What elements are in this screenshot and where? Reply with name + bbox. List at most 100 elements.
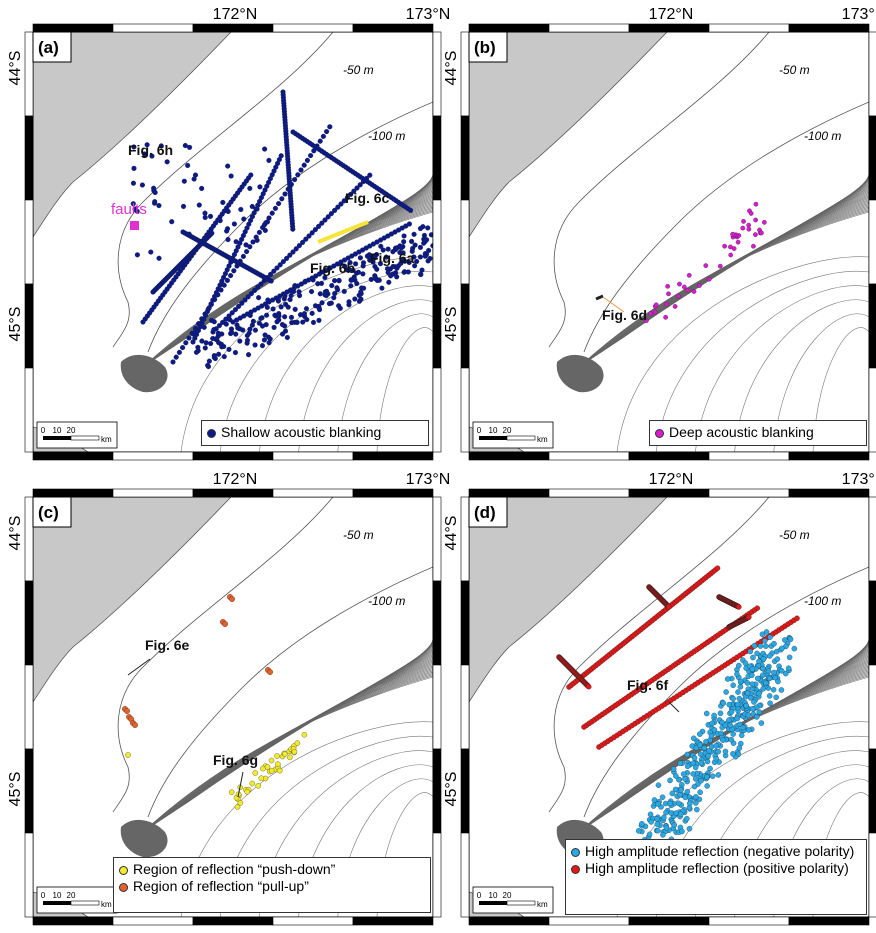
survey-point [223,321,229,327]
survey-point [763,643,769,649]
scale-tick: 20 [67,891,76,900]
survey-point [252,287,258,293]
frame-bar [460,580,470,666]
scale-unit: km [537,435,548,444]
frame-bar [272,488,354,498]
survey-point [703,263,709,268]
survey-point [298,167,304,173]
frame-bar [868,283,876,369]
survey-point [303,236,309,242]
survey-point [243,242,249,248]
frame-bar [628,451,710,461]
survey-point [354,185,360,191]
survey-point [678,787,684,793]
survey-point [320,133,326,139]
survey-point [746,614,752,620]
survey-point [312,303,319,309]
survey-point [221,354,227,360]
survey-point [304,157,310,163]
lon-label: 173°N [406,6,451,23]
lat-label: 44°S [443,51,460,86]
legend-box: High amplitude reflection (negative pola… [565,839,867,915]
frame-bar [112,451,194,461]
survey-point [187,144,193,150]
survey-point [390,263,396,270]
survey-point [782,670,789,677]
survey-point [760,665,766,672]
survey-point [264,312,270,318]
frame-bar [24,199,34,285]
survey-point [232,350,239,356]
scale-bar [506,435,536,441]
survey-point [247,312,253,319]
land [120,819,168,858]
frame-bar [460,283,470,369]
survey-point [684,763,691,770]
survey-point [193,349,200,355]
legend-swatch [571,848,580,857]
land [120,354,168,393]
frame-bar [868,115,876,201]
frame-bar [352,916,434,926]
survey-point [392,245,399,251]
survey-point [686,272,692,278]
survey-point [124,708,130,714]
survey-point [730,231,735,237]
survey-point [681,284,687,290]
survey-point [791,645,798,652]
frame-bar [352,488,434,498]
survey-point [316,223,322,229]
survey-point [701,745,708,751]
survey-point [317,307,323,313]
survey-point [183,340,189,346]
contour [187,635,433,803]
leader [602,296,625,313]
frame-bar [32,451,114,461]
lat-label: 45°S [443,772,460,807]
contour [773,313,869,452]
survey-point [237,338,243,344]
survey-point [249,203,255,210]
annotation: Fig. 6c [345,190,390,206]
survey-point [770,686,777,693]
contour [695,285,869,452]
frame-bar [24,283,34,369]
contour [147,101,433,353]
survey-point [412,242,418,248]
survey-point [664,301,669,307]
lon-label: 172°N [649,471,694,488]
survey-point [750,654,756,661]
survey-point [734,715,741,722]
survey-point [367,172,373,178]
survey-point [659,794,666,800]
frame-bar [432,832,442,918]
survey-point [735,689,741,695]
survey-point [385,269,391,276]
survey-point [148,249,154,255]
survey-point [202,210,208,216]
survey-point [746,222,751,228]
survey-point [759,631,766,638]
survey-point [668,810,675,816]
contour [298,299,433,452]
survey-point [364,253,370,259]
survey-point [295,172,301,178]
survey-point [131,144,137,150]
survey-point [401,269,407,275]
frame-bar [32,916,114,926]
survey-point [294,319,300,325]
survey-point [697,283,702,288]
survey-point [195,344,201,350]
survey-point [401,233,407,239]
survey-point [678,811,684,817]
survey-point [266,340,272,346]
survey-point [374,251,380,258]
scale-tick: 10 [53,426,62,435]
survey-point [717,263,723,269]
frame-bar [432,283,442,369]
survey-point [268,278,274,284]
survey-point [261,222,267,228]
survey-point [402,258,408,264]
survey-point [709,720,715,727]
